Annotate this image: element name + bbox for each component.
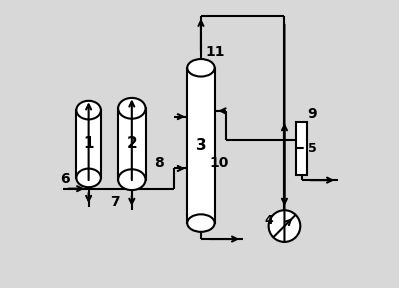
- Text: 9: 9: [308, 107, 317, 121]
- Text: 5: 5: [308, 142, 317, 155]
- Text: 4: 4: [264, 214, 273, 227]
- Ellipse shape: [76, 101, 101, 120]
- Ellipse shape: [76, 168, 101, 187]
- Text: 10: 10: [209, 156, 229, 170]
- Bar: [296, 122, 307, 175]
- Circle shape: [269, 210, 300, 242]
- Text: 6: 6: [60, 172, 69, 186]
- Text: 2: 2: [126, 137, 137, 151]
- Text: 11: 11: [205, 45, 225, 59]
- Text: 8: 8: [154, 156, 164, 170]
- Text: 3: 3: [196, 138, 206, 153]
- Bar: [187, 68, 215, 223]
- Ellipse shape: [118, 169, 146, 190]
- Ellipse shape: [187, 59, 215, 77]
- Bar: [76, 110, 101, 178]
- Ellipse shape: [118, 98, 146, 119]
- Text: 7: 7: [110, 195, 119, 209]
- Bar: [118, 108, 146, 180]
- Ellipse shape: [187, 214, 215, 232]
- Text: 1: 1: [83, 137, 94, 151]
